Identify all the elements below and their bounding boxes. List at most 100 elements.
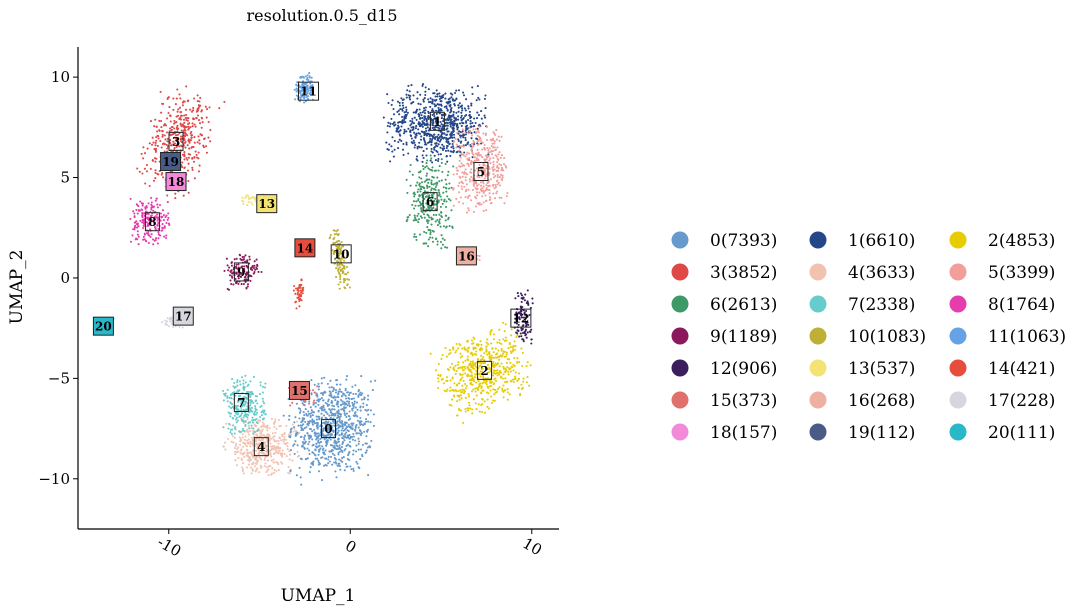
point bbox=[335, 230, 338, 233]
point bbox=[260, 448, 263, 452]
cluster-label-16: 16 bbox=[455, 246, 477, 266]
point bbox=[421, 125, 424, 128]
point bbox=[244, 374, 247, 377]
point bbox=[160, 119, 163, 123]
point bbox=[338, 245, 341, 248]
point bbox=[335, 247, 338, 250]
point bbox=[354, 384, 357, 387]
cluster-label-text: 20 bbox=[95, 320, 112, 334]
point bbox=[357, 389, 361, 392]
point bbox=[196, 141, 199, 144]
point bbox=[494, 391, 497, 394]
point bbox=[344, 414, 347, 417]
point bbox=[416, 190, 419, 194]
point bbox=[484, 107, 487, 110]
point bbox=[438, 92, 441, 95]
point bbox=[481, 148, 484, 151]
point bbox=[520, 347, 523, 350]
point bbox=[360, 453, 364, 456]
point bbox=[408, 96, 411, 99]
y-tick-label: 10 bbox=[51, 68, 70, 86]
point bbox=[199, 96, 202, 99]
point bbox=[314, 405, 317, 408]
point bbox=[170, 318, 173, 321]
point bbox=[482, 375, 485, 378]
point bbox=[246, 439, 249, 442]
cluster-label-14: 14 bbox=[294, 238, 316, 258]
point bbox=[245, 194, 248, 197]
point bbox=[309, 91, 312, 94]
cluster-9-points bbox=[223, 253, 263, 291]
point bbox=[413, 219, 416, 222]
point bbox=[345, 378, 348, 381]
point bbox=[152, 179, 156, 182]
point bbox=[492, 366, 496, 369]
point bbox=[416, 159, 419, 162]
point bbox=[519, 313, 523, 316]
point bbox=[420, 146, 423, 149]
point bbox=[294, 433, 297, 436]
point bbox=[481, 358, 484, 361]
point bbox=[474, 181, 477, 184]
point bbox=[507, 370, 510, 373]
point bbox=[402, 142, 405, 146]
point bbox=[180, 129, 183, 132]
point bbox=[173, 127, 176, 130]
point bbox=[481, 122, 484, 125]
point bbox=[456, 131, 459, 134]
point bbox=[129, 197, 132, 200]
point bbox=[509, 361, 512, 364]
point bbox=[179, 111, 182, 114]
point bbox=[163, 134, 166, 137]
point bbox=[446, 122, 449, 125]
point bbox=[244, 403, 247, 406]
point bbox=[521, 338, 524, 341]
point bbox=[460, 152, 463, 155]
cluster-label-text: 5 bbox=[477, 165, 485, 179]
point bbox=[323, 451, 326, 454]
point bbox=[498, 355, 501, 359]
point bbox=[242, 379, 245, 382]
cluster-1-points bbox=[382, 83, 490, 164]
point bbox=[347, 454, 350, 457]
point bbox=[146, 147, 149, 150]
point bbox=[261, 391, 265, 394]
point bbox=[178, 106, 182, 109]
point bbox=[366, 398, 370, 401]
point bbox=[391, 99, 394, 102]
point bbox=[345, 444, 348, 448]
point bbox=[461, 384, 464, 387]
point bbox=[337, 426, 340, 429]
point bbox=[235, 442, 238, 445]
point bbox=[142, 226, 145, 230]
point bbox=[175, 145, 178, 148]
point bbox=[228, 274, 232, 277]
point bbox=[510, 334, 513, 337]
point bbox=[412, 101, 415, 104]
point bbox=[507, 373, 510, 376]
point bbox=[331, 463, 334, 466]
point bbox=[246, 466, 249, 469]
point bbox=[464, 387, 467, 390]
point bbox=[428, 185, 431, 188]
point bbox=[300, 279, 303, 282]
point bbox=[149, 120, 153, 123]
point bbox=[446, 388, 449, 391]
point bbox=[346, 434, 349, 437]
cluster-label-box bbox=[422, 192, 438, 212]
point bbox=[248, 460, 251, 463]
point bbox=[525, 323, 528, 326]
point bbox=[318, 441, 321, 444]
point bbox=[317, 439, 320, 442]
point bbox=[224, 394, 227, 397]
point bbox=[254, 394, 257, 398]
point bbox=[451, 93, 454, 96]
point bbox=[505, 166, 508, 169]
point bbox=[492, 356, 495, 359]
point bbox=[263, 458, 266, 462]
point bbox=[475, 188, 478, 191]
point bbox=[336, 431, 339, 434]
point bbox=[230, 264, 233, 267]
point bbox=[179, 138, 182, 141]
point bbox=[350, 397, 354, 400]
